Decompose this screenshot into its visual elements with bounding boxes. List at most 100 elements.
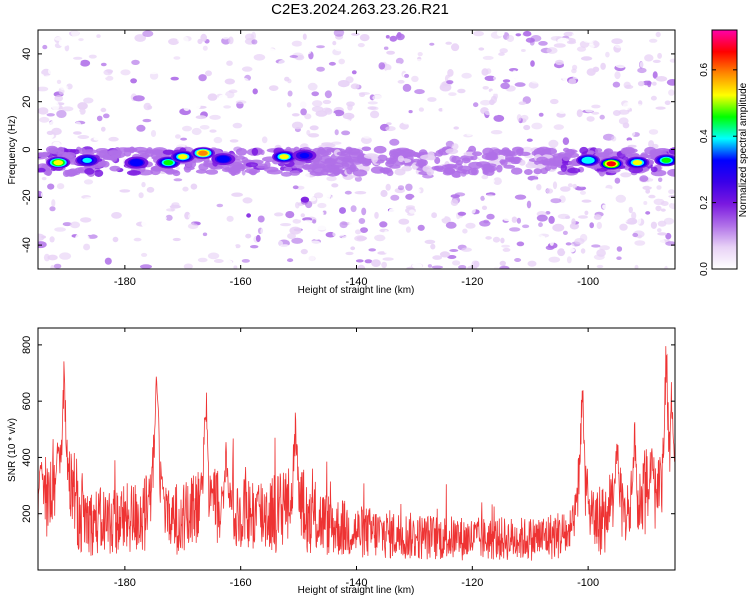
spectrogram-band-cell bbox=[560, 164, 567, 172]
colorbar-tick-label: 0.2 bbox=[699, 195, 710, 209]
spectrogram-cell bbox=[291, 113, 300, 117]
spectrogram-cell bbox=[638, 251, 647, 258]
spectrogram-band-cell bbox=[205, 169, 219, 175]
spectrogram-cell bbox=[666, 79, 675, 86]
spectrogram-cell bbox=[606, 202, 612, 211]
spectrogram-cell bbox=[529, 38, 535, 46]
spectrogram-cell bbox=[473, 94, 478, 99]
spectrogram-cell bbox=[536, 256, 544, 262]
spectrogram-cell bbox=[589, 41, 594, 46]
spectrogram-cell bbox=[563, 132, 570, 138]
spectrogram-cell bbox=[207, 93, 218, 101]
spectrogram-cell bbox=[224, 259, 233, 267]
spectrogram-cell bbox=[574, 99, 579, 104]
spectrogram-band-cell bbox=[386, 159, 394, 165]
spectrogram-cell bbox=[374, 234, 386, 242]
spectrogram-band-cell bbox=[82, 149, 99, 154]
spectrogram-band-cell bbox=[533, 168, 542, 175]
spectrogram-cell bbox=[447, 101, 455, 107]
spectrogram-band-cell bbox=[336, 151, 351, 157]
spectrogram-cell bbox=[304, 113, 312, 120]
spectrogram-band-cell bbox=[392, 149, 405, 155]
spectrogram-cell bbox=[650, 95, 657, 101]
spectrogram-cell bbox=[411, 196, 422, 205]
spectrogram-cell bbox=[614, 44, 627, 49]
spectrogram-cell bbox=[289, 55, 298, 58]
spectrogram-band-cell bbox=[110, 154, 118, 162]
spectrogram-cell bbox=[398, 218, 410, 225]
spectrogram-cell bbox=[83, 179, 94, 185]
spectrogram-cell bbox=[599, 245, 610, 251]
spectrogram-cell bbox=[481, 174, 489, 180]
spectrogram-cell bbox=[391, 221, 398, 228]
spectrogram-cell bbox=[292, 185, 299, 190]
spectrogram-cell bbox=[331, 183, 339, 188]
x-tick-label: -140 bbox=[345, 276, 367, 288]
spectrogram-cell bbox=[596, 264, 604, 269]
spectrogram-cell bbox=[471, 206, 476, 214]
spectrogram-cell bbox=[183, 72, 190, 78]
spectrogram-cell bbox=[169, 195, 182, 201]
spectrogram-cell bbox=[493, 108, 500, 116]
spectrogram-cell bbox=[170, 76, 179, 81]
spectrogram-cell bbox=[619, 223, 628, 231]
spectrogram-cell bbox=[73, 56, 83, 60]
spectrogram-band-cell bbox=[542, 147, 557, 155]
spectrogram-cell bbox=[374, 211, 379, 219]
spectrogram-cell bbox=[492, 236, 501, 243]
spectrogram-band-cell bbox=[461, 157, 471, 164]
spectrogram-cell bbox=[103, 235, 108, 240]
spectrogram-cell bbox=[613, 89, 619, 94]
spectrogram-cell bbox=[539, 200, 547, 208]
spectrogram-cell bbox=[171, 257, 176, 265]
snr-series-line bbox=[38, 346, 675, 561]
spectrogram-cell bbox=[429, 202, 437, 207]
spectrogram-cell bbox=[68, 71, 79, 76]
spectrogram-cell bbox=[55, 236, 63, 242]
spectrogram-band-cell bbox=[38, 167, 46, 173]
spectrogram-cell bbox=[538, 41, 548, 46]
spectrogram-cell bbox=[282, 74, 293, 78]
spectrogram-cell bbox=[368, 248, 377, 252]
spectrogram-cell bbox=[252, 88, 258, 95]
spectrogram-band-cell bbox=[255, 163, 268, 169]
spectrogram-cell bbox=[417, 224, 425, 231]
spectrogram-cell bbox=[77, 102, 88, 110]
spectrogram-cell bbox=[47, 183, 55, 190]
spectrogram-cell bbox=[232, 122, 243, 129]
spectrogram-cell bbox=[611, 230, 622, 239]
spectrogram-cell bbox=[287, 90, 293, 97]
spectrogram-cell bbox=[323, 193, 331, 200]
spectrogram-band-cell bbox=[565, 149, 578, 154]
spectrogram-cell bbox=[287, 63, 297, 71]
snr-panel: -180 -160 -140 -120 -100 200 400 600 800 Height… bbox=[7, 327, 676, 596]
spectrogram-cell bbox=[415, 208, 421, 212]
spectrogram-cell bbox=[466, 80, 478, 88]
spectrogram-cell bbox=[233, 265, 238, 269]
spectrogram-cell bbox=[484, 109, 492, 116]
spectrogram-cell bbox=[105, 177, 111, 182]
spectrogram-cell bbox=[496, 30, 505, 37]
spectrogram-cell bbox=[295, 201, 300, 209]
spectrogram-cell bbox=[345, 251, 354, 256]
spectrogram-cell bbox=[407, 136, 416, 140]
spectrogram-cell bbox=[223, 117, 231, 123]
spectrogram-cell bbox=[630, 78, 639, 87]
spectrogram-band-cell bbox=[241, 157, 249, 165]
spectrogram-band-cell bbox=[467, 168, 478, 176]
spectrogram-cell bbox=[585, 107, 594, 113]
spectrogram-cell bbox=[411, 187, 421, 194]
spectrogram-cell bbox=[503, 173, 511, 177]
spectrogram-cell bbox=[389, 35, 398, 42]
spectrogram-cell bbox=[670, 199, 675, 204]
spectrogram-cell bbox=[48, 68, 53, 75]
spectrogram-cell bbox=[354, 235, 367, 242]
spectrogram-cell bbox=[488, 178, 495, 184]
spectrogram-band-cell bbox=[544, 165, 551, 171]
spectrogram-hotspot bbox=[82, 157, 92, 163]
spectrogram-cell bbox=[371, 259, 381, 267]
spectrogram-cell bbox=[38, 60, 45, 67]
spectrogram-cell bbox=[199, 131, 209, 139]
spectrogram-cell bbox=[84, 197, 95, 200]
spectrogram-cell bbox=[213, 259, 224, 263]
